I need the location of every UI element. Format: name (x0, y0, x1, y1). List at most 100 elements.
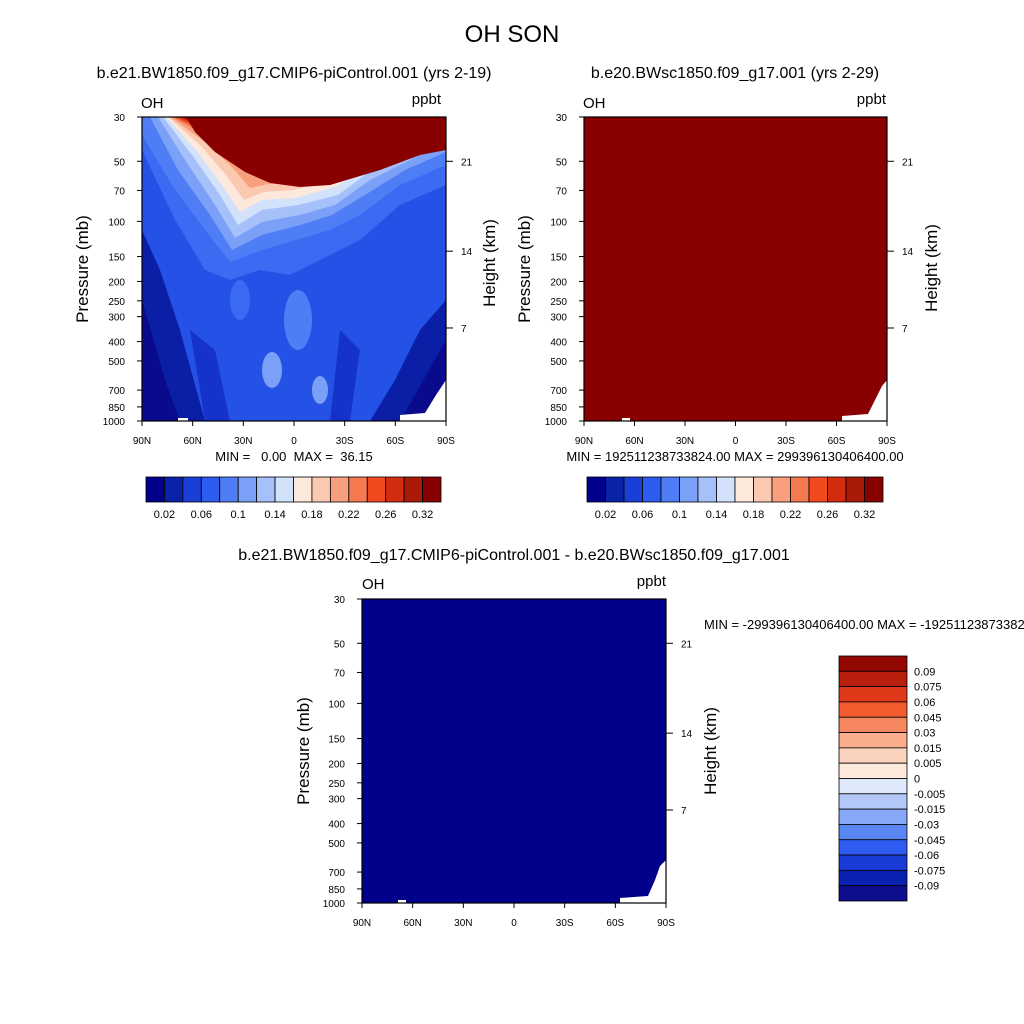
panel-left-plot (141, 116, 447, 422)
colorbar-swatch (348, 476, 368, 503)
colorbar-swatch (838, 716, 908, 733)
colorbar-swatch (422, 476, 442, 503)
colorbar-label: 0.32 (412, 509, 433, 521)
x-tick-label: 30N (234, 436, 252, 447)
colorbar-label: 0.14 (706, 509, 727, 521)
colorbar-swatch (586, 476, 606, 503)
y-tick-label: 700 (108, 386, 125, 397)
y-tick-label: 1000 (545, 417, 568, 428)
panel-right-x-axis: 90N 60N 30N 0 30S 60S 90S (575, 421, 896, 447)
colorbar-swatch (753, 476, 773, 503)
colorbar-swatch (838, 670, 908, 688)
y-tick-label: 500 (108, 357, 125, 368)
panel-diff-y2label: Height (km) (701, 707, 720, 795)
colorbar-swatch (790, 476, 810, 503)
colorbar-label: 0.06 (632, 509, 653, 521)
y-tick-label: 500 (328, 839, 345, 850)
colorbar-swatch (716, 476, 736, 503)
colorbar-swatch (838, 793, 908, 810)
colorbar-swatch (164, 476, 184, 503)
panel-diff-units: ppbt (637, 573, 667, 590)
colorbar-swatch (838, 885, 908, 902)
colorbar-swatch (366, 476, 387, 503)
y-tick-label: 850 (108, 403, 125, 414)
colorbar-swatch (697, 476, 717, 503)
x-tick-label: 30S (777, 436, 795, 447)
colorbar-swatch (838, 686, 908, 703)
x-tick-label: 90S (878, 436, 896, 447)
x-tick-label: 0 (511, 918, 517, 929)
colorbar-label: 0.26 (817, 509, 838, 521)
y2-tick-label: 14 (681, 729, 693, 740)
colorbar-label: 0 (914, 774, 920, 786)
x-tick-label: 30S (556, 918, 574, 929)
x-tick-label: 60N (625, 436, 643, 447)
colorbar-swatch (403, 476, 423, 503)
y-tick-label: 400 (550, 338, 567, 349)
colorbar-label: -0.015 (914, 804, 945, 816)
y-tick-label: 70 (556, 186, 568, 197)
y-tick-label: 200 (108, 277, 125, 288)
colorbar-swatch (771, 476, 791, 503)
y-tick-label: 30 (334, 595, 346, 606)
colorbar-swatch (827, 476, 847, 503)
y2-tick-label: 7 (461, 324, 467, 335)
colorbar-swatch (838, 808, 908, 825)
panel-diff-field (362, 599, 666, 903)
panel-right-title: b.e20.BWsc1850.f09_g17.001 (yrs 2-29) (591, 65, 879, 82)
colorbar-swatch (219, 476, 239, 503)
panel-left-units: ppbt (412, 91, 442, 108)
y-tick-label: 50 (114, 157, 126, 168)
y2-tick-label: 7 (681, 806, 687, 817)
y-tick-label: 300 (550, 313, 567, 324)
y-tick-label: 100 (328, 699, 345, 710)
y-tick-label: 250 (328, 779, 345, 790)
colorbar-swatch (864, 476, 884, 503)
panel-left-ylabel: Pressure (mb) (73, 215, 92, 323)
colorbar-label: 0.18 (743, 509, 764, 521)
y2-tick-label: 7 (902, 324, 908, 335)
colorbar-label: 0.06 (914, 697, 935, 709)
colorbar-label: 0.09 (914, 666, 935, 678)
colorbar-swatch (660, 476, 680, 503)
colorbar-swatch (605, 476, 625, 503)
y-tick-label: 100 (550, 217, 567, 228)
panel-diff-y2-axis: 21 14 7 (666, 639, 693, 817)
y-tick-label: 850 (550, 403, 567, 414)
colorbar-swatch (256, 476, 276, 503)
x-tick-label: 90N (133, 436, 151, 447)
x-tick-label: 30S (336, 436, 354, 447)
colorbar-label: 0.075 (914, 682, 942, 694)
y-tick-label: 100 (108, 217, 125, 228)
y-tick-label: 500 (550, 357, 567, 368)
colorbar-label: 0.22 (338, 509, 359, 521)
colorbar-label: 0.045 (914, 712, 942, 724)
y-tick-label: 850 (328, 885, 345, 896)
colorbar-swatch (838, 824, 908, 841)
colorbar-swatch (838, 701, 908, 718)
colorbar-label: 0.1 (231, 509, 246, 521)
colorbar-swatch (237, 476, 258, 503)
colorbar-swatch (623, 476, 643, 503)
colorbar-label: 0.02 (595, 509, 616, 521)
colorbar-label: 0.06 (191, 509, 212, 521)
colorbar-label: 0.22 (780, 509, 801, 521)
y2-tick-label: 21 (461, 157, 473, 168)
colorbar-label: 0.005 (914, 758, 942, 770)
x-tick-label: 90N (353, 918, 371, 929)
panel-diff-title: b.e21.BW1850.f09_g17.CMIP6-piControl.001… (238, 547, 790, 564)
y-tick-label: 150 (108, 253, 125, 264)
panel-diff-minmax-clip: MIN = -299396130406400.00 MAX = -1925112… (704, 617, 1024, 632)
panel-left-x-axis: 90N 60N 30N 0 30S 60S 90S (133, 421, 455, 447)
colorbar-swatch (293, 476, 313, 503)
colorbar-swatch (838, 747, 908, 764)
y-tick-label: 50 (556, 157, 568, 168)
panel-right-minmax: MIN = 192511238733824.00 MAX = 299396130… (566, 449, 903, 464)
y-tick-label: 400 (108, 338, 125, 349)
panel-diff-plot (361, 598, 667, 904)
panel-left-colorbar: 0.02 0.06 0.1 0.14 0.18 0.22 0.26 0.32 (145, 476, 442, 521)
panel-right-units: ppbt (857, 91, 887, 108)
y-tick-label: 200 (328, 759, 345, 770)
colorbar-swatch (311, 476, 331, 503)
y-tick-label: 250 (550, 297, 567, 308)
